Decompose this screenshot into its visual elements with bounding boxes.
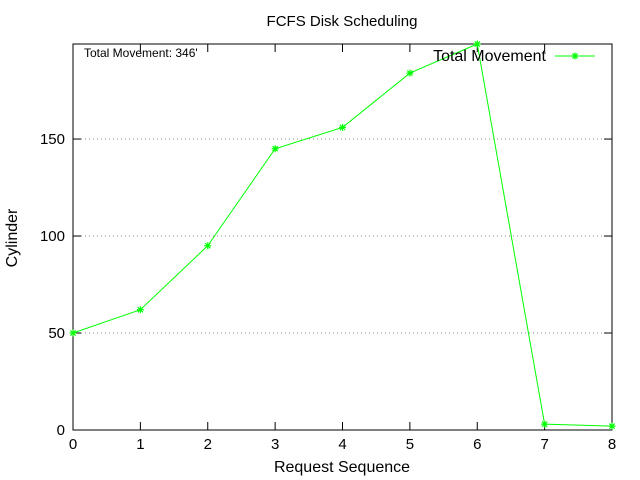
y-tick-label: 0 <box>57 422 65 439</box>
y-tick-label: 100 <box>40 228 65 245</box>
y-axis-label: Cylinder <box>4 208 21 267</box>
chart-title: FCFS Disk Scheduling <box>267 13 418 30</box>
series-layer <box>69 40 616 430</box>
data-point <box>204 242 212 250</box>
legend-label: Total Movement <box>433 48 546 65</box>
total-movement-annotation: Total Movement: 346' <box>84 46 198 60</box>
data-point <box>339 123 346 131</box>
x-tick-label: 4 <box>338 436 346 453</box>
x-tick-label: 3 <box>271 436 279 453</box>
x-tick-label: 2 <box>204 436 212 453</box>
y-tick-label: 150 <box>40 131 65 148</box>
data-point <box>136 306 144 314</box>
x-tick-labels: 0 1 2 3 4 5 6 7 8 <box>69 436 616 453</box>
legend-marker <box>571 52 579 60</box>
plot-frame <box>72 43 613 431</box>
axis-ticks <box>72 44 613 431</box>
data-point <box>608 422 616 430</box>
y-tick-label: 50 <box>48 325 65 342</box>
data-point <box>541 420 549 428</box>
grid-lines <box>73 138 612 334</box>
series-line <box>72 43 613 427</box>
x-tick-label: 0 <box>69 436 77 453</box>
x-tick-label: 8 <box>608 436 616 453</box>
data-point <box>406 69 414 77</box>
data-point <box>271 145 279 153</box>
y-tick-labels: 0 50 100 150 <box>40 131 65 439</box>
legend: Total Movement <box>433 48 595 65</box>
data-point <box>69 329 77 337</box>
x-axis-label: Request Sequence <box>274 459 410 476</box>
x-tick-label: 7 <box>540 436 548 453</box>
legend-marker-star <box>571 52 579 60</box>
data-point <box>473 40 481 48</box>
x-tick-label: 1 <box>136 436 144 453</box>
x-tick-label: 5 <box>406 436 414 453</box>
x-tick-label: 6 <box>473 436 481 453</box>
